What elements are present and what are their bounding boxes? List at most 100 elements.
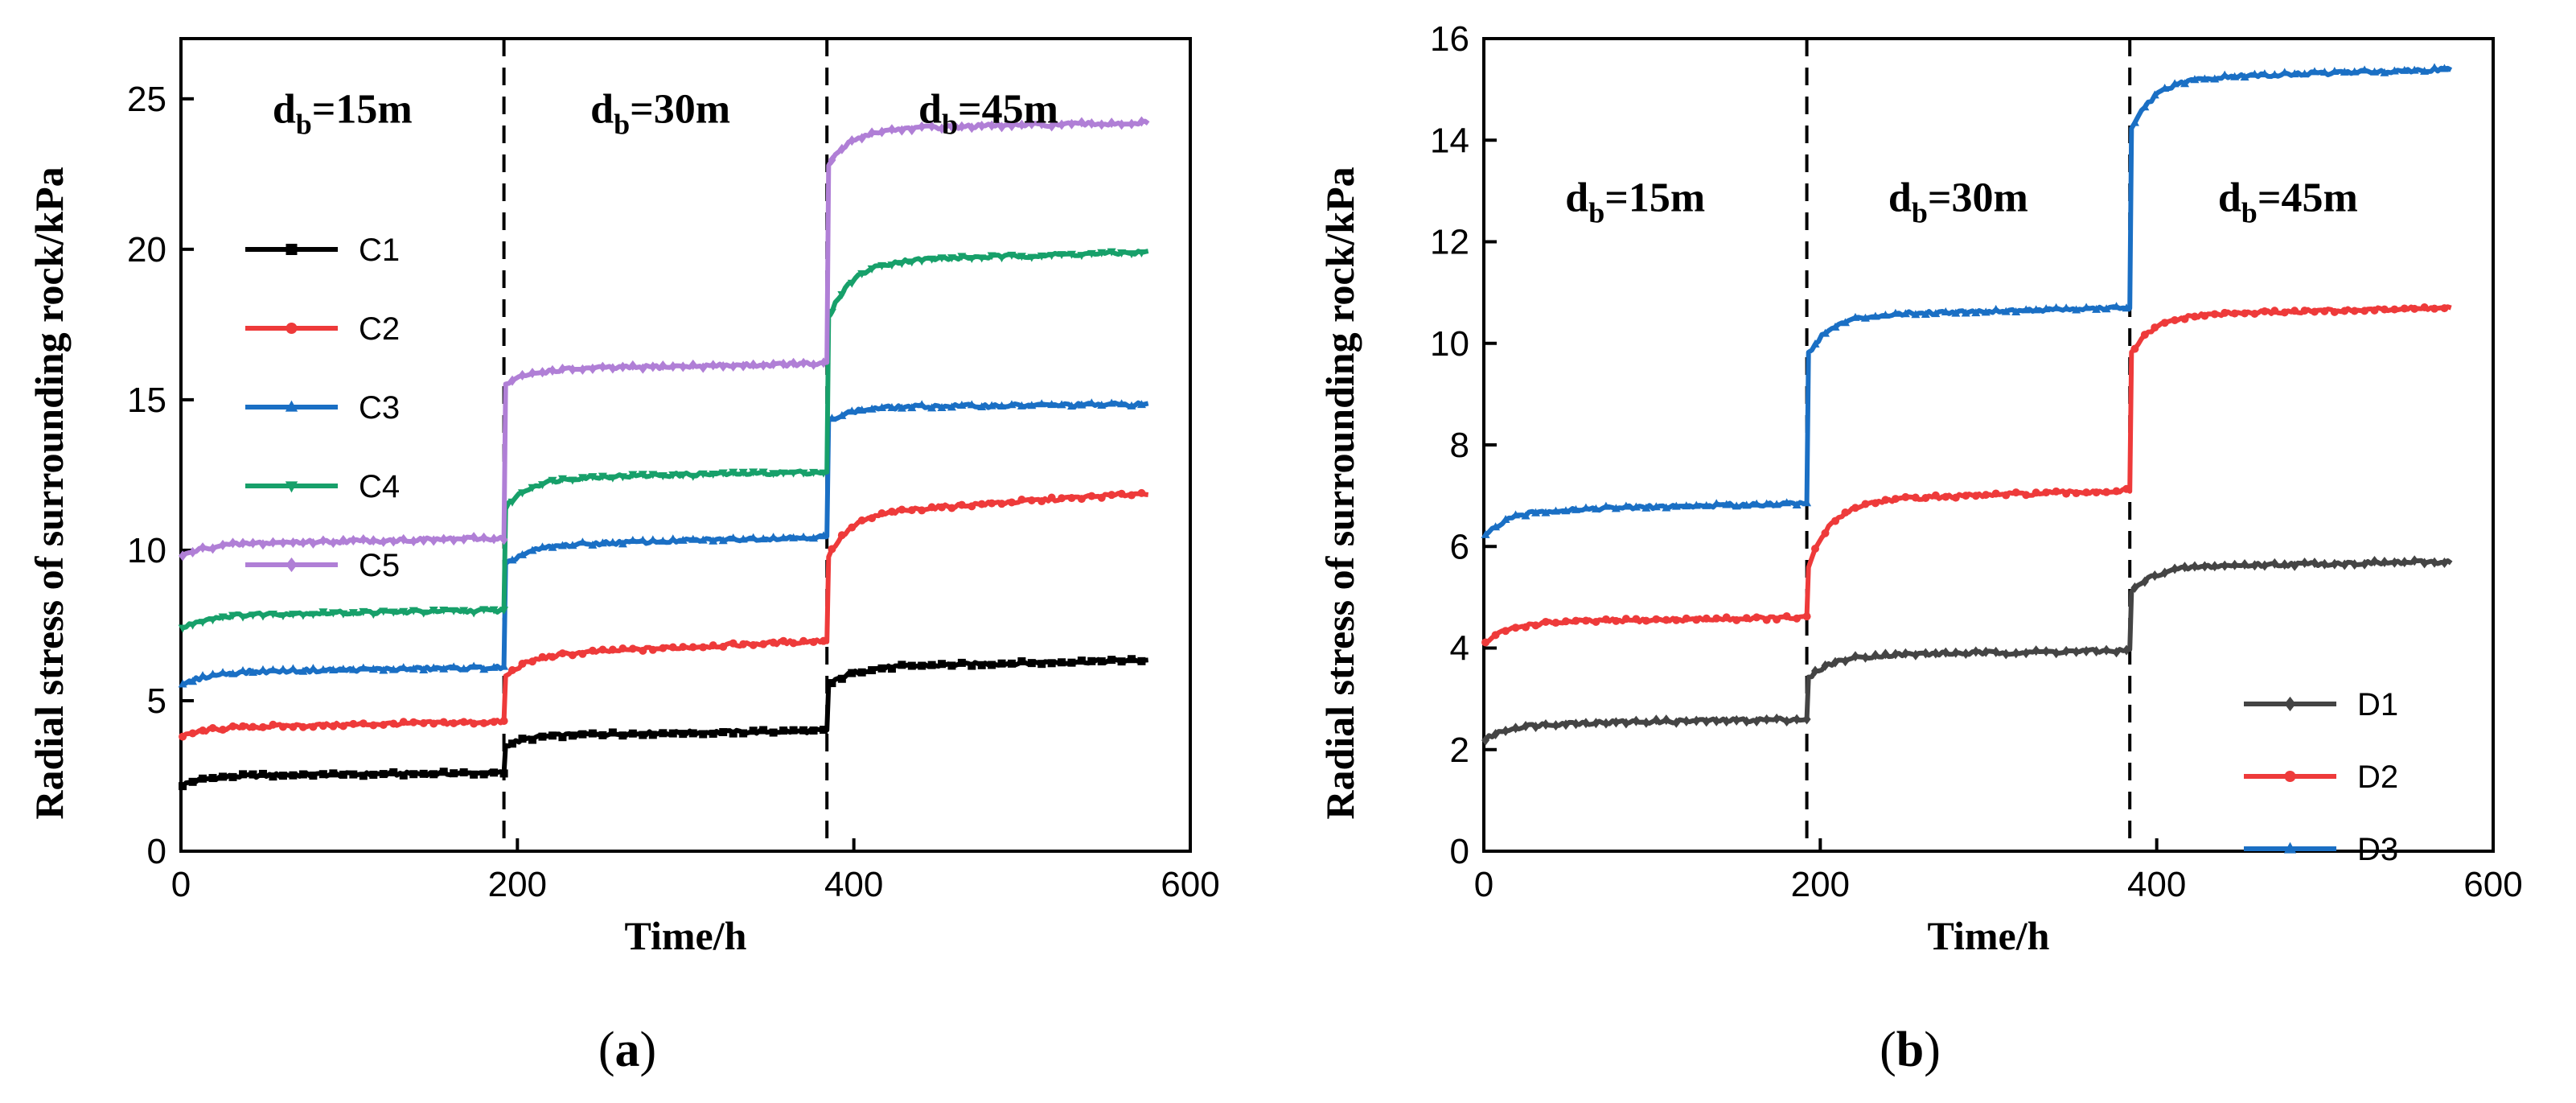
data-point-C3 [819, 531, 828, 540]
data-point-C3 [709, 536, 718, 545]
data-point-C1 [459, 768, 468, 777]
data-point-C5 [219, 539, 228, 550]
data-point-C4 [1107, 248, 1116, 257]
data-point-C5 [648, 361, 657, 372]
data-point-C4 [388, 608, 398, 617]
data-point-C4 [577, 474, 587, 483]
y-axis-title: Radial stress of surrounding rock/kPa [1317, 167, 1362, 819]
data-point-C1 [1007, 659, 1016, 668]
data-point-C2 [938, 503, 947, 512]
data-point-C4 [588, 473, 598, 482]
data-point-D1 [1851, 651, 1859, 662]
data-point-C4 [678, 471, 688, 480]
series-D2 [1481, 303, 2452, 647]
data-point-D2 [1891, 495, 1900, 504]
data-point-D2 [1632, 615, 1641, 624]
data-point-D2 [1931, 491, 1940, 500]
data-point-C4 [298, 611, 308, 620]
data-point-D1 [2340, 559, 2349, 570]
data-point-C4 [718, 469, 728, 478]
data-point-C5 [618, 361, 627, 372]
data-point-C1 [419, 769, 428, 778]
data-point-C4 [528, 484, 537, 492]
data-point-D3 [1611, 504, 1621, 512]
data-point-C4 [638, 471, 647, 479]
data-point-C5 [828, 154, 836, 166]
data-point-C5 [419, 535, 428, 546]
data-point-C4 [409, 607, 418, 615]
data-point-D2 [1481, 638, 1490, 647]
data-point-C3 [809, 533, 819, 542]
data-point-C5 [639, 363, 647, 374]
data-point-D3 [2369, 67, 2379, 76]
data-point-D2 [1851, 504, 1859, 512]
data-point-D3 [2389, 66, 2399, 75]
data-point-C3 [1127, 401, 1136, 410]
data-point-C5 [898, 125, 906, 136]
data-point-C1 [1047, 659, 1056, 668]
data-point-D3 [2160, 83, 2170, 92]
data-point-C2 [719, 642, 728, 651]
data-point-D3 [2180, 79, 2190, 88]
data-point-C1 [219, 772, 228, 781]
data-point-D1 [2032, 645, 2040, 656]
data-point-C5 [399, 533, 408, 545]
data-point-D1 [2210, 561, 2219, 572]
data-point-C2 [318, 722, 327, 731]
data-point-C3 [268, 665, 277, 673]
data-point-D2 [2092, 488, 2101, 497]
data-point-C5 [1107, 117, 1116, 129]
data-point-D2 [2062, 489, 2071, 498]
data-point-D1 [1811, 665, 1820, 677]
data-point-D1 [2430, 557, 2439, 568]
data-point-C1 [719, 728, 728, 737]
legend-marker-C5 [286, 557, 298, 573]
data-point-C2 [188, 729, 197, 738]
data-point-C3 [769, 533, 779, 541]
data-point-C1 [668, 729, 677, 738]
data-point-C1 [997, 659, 1006, 668]
data-point-D2 [2112, 487, 2121, 496]
data-point-D1 [1672, 717, 1681, 728]
data-point-D1 [1722, 716, 1731, 727]
series-C4 [178, 248, 1149, 633]
data-point-D2 [1881, 496, 1890, 504]
data-point-C2 [429, 719, 438, 728]
data-point-D3 [1571, 504, 1580, 513]
data-point-D3 [2240, 72, 2249, 81]
data-point-D2 [1722, 613, 1731, 622]
data-point-C5 [1047, 121, 1056, 132]
data-point-C2 [598, 645, 607, 654]
data-point-C5 [369, 535, 378, 546]
data-point-C5 [528, 368, 536, 379]
data-point-C4 [837, 291, 847, 300]
data-point-C2 [628, 644, 637, 653]
x-axis-title: Time/h [1928, 913, 2050, 958]
data-point-C3 [507, 555, 517, 564]
data-point-C2 [1097, 493, 1106, 502]
data-point-C4 [449, 607, 458, 615]
data-point-D1 [1571, 718, 1580, 730]
data-point-C1 [729, 729, 737, 738]
data-point-C1 [898, 661, 906, 669]
data-point-D3 [2260, 69, 2270, 78]
data-point-C3 [867, 404, 877, 413]
data-point-C3 [278, 665, 288, 673]
data-point-C4 [779, 469, 788, 478]
data-point-C3 [379, 665, 388, 674]
data-point-D1 [1911, 649, 1920, 661]
data-point-C5 [490, 533, 499, 545]
data-point-C3 [718, 536, 728, 545]
data-point-D2 [1511, 624, 1520, 632]
data-point-C5 [309, 537, 318, 549]
data-point-C5 [1137, 116, 1146, 127]
data-point-C2 [379, 720, 388, 729]
data-point-C4 [907, 258, 917, 267]
data-point-C3 [758, 534, 768, 543]
data-point-C2 [399, 718, 408, 726]
data-point-C5 [459, 533, 468, 545]
data-point-C3 [1037, 399, 1046, 408]
data-point-C1 [439, 768, 448, 776]
data-point-D1 [1762, 714, 1771, 725]
data-point-D1 [2290, 560, 2299, 571]
